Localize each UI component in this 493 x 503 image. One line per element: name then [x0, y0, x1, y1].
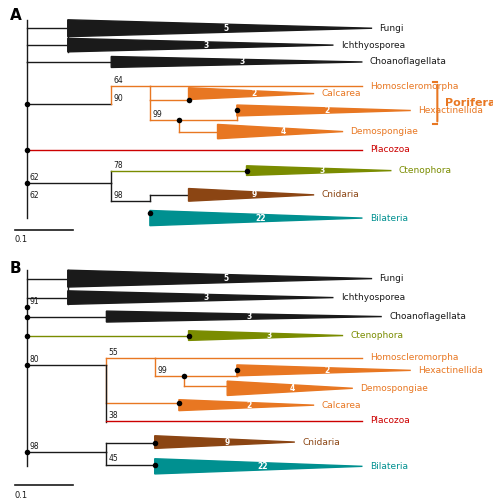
Text: 78: 78: [113, 161, 123, 170]
Text: Fungi: Fungi: [380, 24, 404, 33]
Text: 3: 3: [247, 312, 252, 321]
Text: 0.1: 0.1: [15, 490, 28, 499]
Text: 4: 4: [290, 384, 295, 393]
Text: 90: 90: [113, 95, 123, 103]
Text: Homoscleromorpha: Homoscleromorpha: [370, 81, 458, 91]
Text: 38: 38: [109, 411, 118, 420]
Polygon shape: [188, 88, 314, 100]
Text: 3: 3: [203, 41, 209, 50]
Polygon shape: [150, 210, 362, 226]
Polygon shape: [155, 459, 362, 474]
Text: 3: 3: [266, 331, 272, 340]
Text: B: B: [10, 261, 21, 276]
Polygon shape: [68, 38, 333, 52]
Text: 55: 55: [109, 348, 118, 357]
Text: 9: 9: [225, 438, 230, 447]
Text: Choanoflagellata: Choanoflagellata: [370, 57, 447, 66]
Text: 62: 62: [29, 191, 39, 200]
Text: 91: 91: [29, 297, 39, 306]
Polygon shape: [246, 166, 391, 176]
Text: 22: 22: [255, 214, 266, 222]
Polygon shape: [68, 270, 372, 287]
Polygon shape: [188, 330, 343, 341]
Text: Ctenophora: Ctenophora: [399, 166, 452, 175]
Text: 3: 3: [319, 166, 324, 175]
Text: 2: 2: [246, 401, 252, 409]
Text: Demospongiae: Demospongiae: [351, 127, 418, 136]
Text: Demospongiae: Demospongiae: [360, 384, 428, 393]
Polygon shape: [188, 189, 314, 201]
Text: Hexactinellida: Hexactinellida: [418, 366, 483, 375]
Text: Ichthyosporea: Ichthyosporea: [341, 293, 405, 302]
Text: 3: 3: [203, 293, 209, 302]
Polygon shape: [237, 365, 411, 376]
Text: Placozoa: Placozoa: [370, 145, 410, 154]
Text: Cnidaria: Cnidaria: [302, 438, 340, 447]
Text: 98: 98: [29, 442, 39, 451]
Text: 4: 4: [280, 127, 285, 136]
Text: Ctenophora: Ctenophora: [351, 331, 403, 340]
Text: Choanoflagellata: Choanoflagellata: [389, 312, 466, 321]
Polygon shape: [106, 311, 382, 322]
Text: 45: 45: [109, 454, 118, 463]
Polygon shape: [68, 291, 333, 304]
Text: 2: 2: [251, 89, 256, 98]
Text: A: A: [10, 8, 22, 23]
Text: 0.1: 0.1: [15, 235, 28, 244]
Text: 2: 2: [325, 366, 330, 375]
Text: 5: 5: [223, 274, 229, 283]
Text: 99: 99: [152, 110, 162, 119]
Text: 9: 9: [251, 190, 256, 199]
Text: Fungi: Fungi: [380, 274, 404, 283]
Text: 98: 98: [113, 191, 123, 200]
Polygon shape: [237, 105, 411, 116]
Polygon shape: [179, 400, 314, 410]
Text: Cnidaria: Cnidaria: [321, 190, 359, 199]
Text: Porifera: Porifera: [445, 98, 493, 108]
Text: 99: 99: [157, 366, 167, 375]
Text: 80: 80: [29, 355, 39, 364]
Text: Placozoa: Placozoa: [370, 416, 410, 426]
Polygon shape: [155, 436, 295, 448]
Polygon shape: [217, 124, 343, 139]
Text: 3: 3: [239, 57, 245, 66]
Text: 5: 5: [223, 24, 229, 33]
Text: Bilateria: Bilateria: [370, 214, 408, 222]
Text: 64: 64: [113, 76, 123, 86]
Text: Calcarea: Calcarea: [321, 89, 361, 98]
Text: Ichthyosporea: Ichthyosporea: [341, 41, 405, 50]
Text: 62: 62: [29, 174, 39, 183]
Polygon shape: [68, 20, 372, 37]
Polygon shape: [111, 56, 362, 67]
Text: 2: 2: [325, 106, 330, 115]
Text: Homoscleromorpha: Homoscleromorpha: [370, 353, 458, 362]
Text: Bilateria: Bilateria: [370, 462, 408, 471]
Polygon shape: [227, 381, 353, 395]
Text: Hexactinellida: Hexactinellida: [418, 106, 483, 115]
Text: 22: 22: [257, 462, 268, 471]
Text: Calcarea: Calcarea: [321, 401, 361, 409]
